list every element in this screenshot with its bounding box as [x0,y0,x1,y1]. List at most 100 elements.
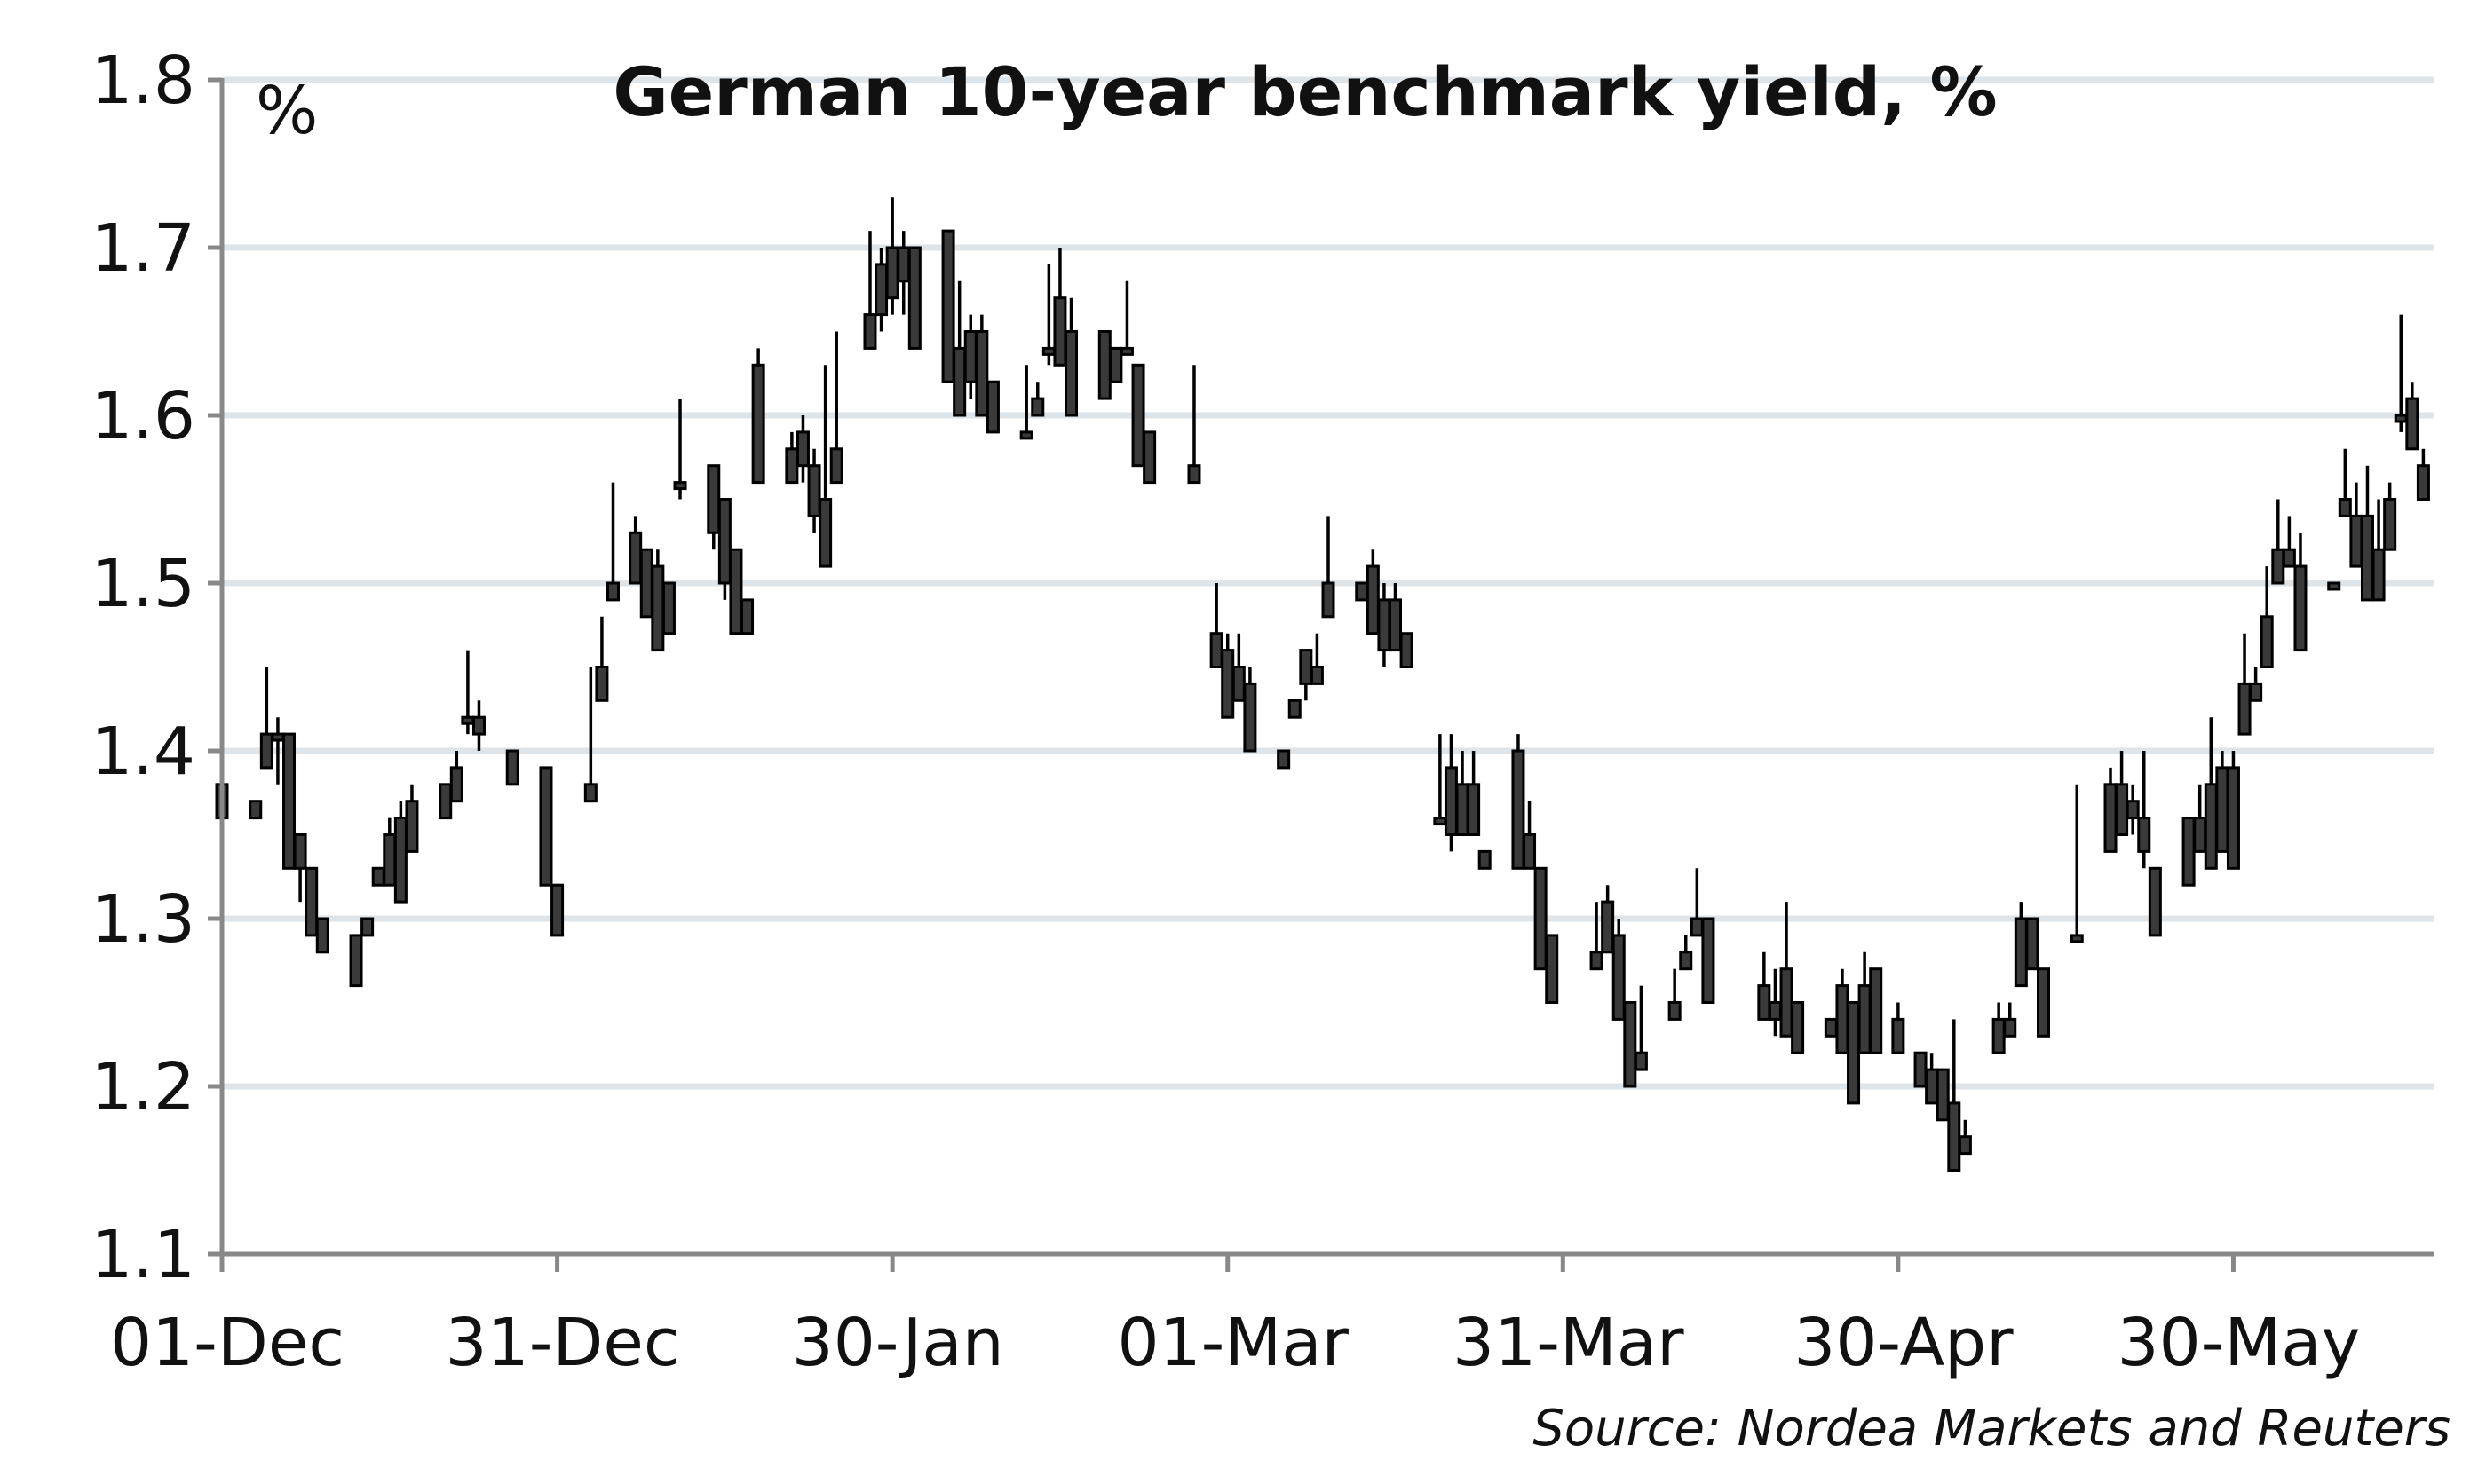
candle [2070,784,2084,943]
candle-body [1511,749,1525,870]
candle [2327,581,2341,591]
candle [2349,482,2363,568]
candle [1511,734,1525,870]
candle-body [1355,581,1369,602]
candle [1589,902,1603,971]
candle-body [1991,1017,2006,1054]
candle [651,549,665,652]
candle [2148,866,2162,937]
candle [1231,633,1246,702]
candle-body [2137,817,2151,853]
candle-body [1679,951,1693,971]
candle-body [2338,498,2352,517]
candle-body [393,817,408,904]
candle-body [315,917,329,954]
candle-body [1389,598,1403,652]
candle [2115,751,2129,836]
candle [371,866,385,887]
candle [305,866,319,937]
candle-body [471,715,486,736]
candle-body [606,581,621,602]
candle-body [2282,548,2296,568]
candle [1019,365,1033,440]
candle-body [2025,917,2039,971]
candle [2383,482,2397,551]
candle-body [305,866,319,937]
candle [471,700,486,751]
candle-body [1433,817,1447,826]
candle [751,348,765,485]
candle [785,431,799,485]
candle [1143,430,1157,485]
candle-body [2360,514,2374,602]
candle-body [2260,615,2274,668]
candle [1109,346,1123,383]
candle-body [1366,564,1380,635]
candle-body [1869,967,1883,1054]
candle [1031,382,1045,417]
candle-body [863,313,877,350]
candle-body [1131,363,1145,468]
candle [1399,632,1413,669]
candle-body [282,732,297,870]
candle-body [505,749,519,786]
x-tick-label: 31-Dec [446,1305,680,1381]
candle-body [2181,817,2196,887]
candle-body [461,715,475,725]
candle [1355,581,1369,602]
candle [1377,583,1391,667]
candle-body [2003,1017,2017,1038]
candle [807,448,821,533]
candle-body [796,430,810,468]
candle-body [819,498,833,568]
candle [2249,667,2263,702]
candle [293,833,307,903]
candle-body [2271,548,2285,585]
candle-body [651,564,665,652]
y-tick-label: 1.4 [91,714,195,790]
candle-body [885,246,899,300]
candle [2394,314,2408,432]
x-tick-label: 01-Dec [110,1305,344,1381]
y-tick-label: 1.8 [91,43,195,119]
candle [2338,448,2352,517]
candle-body [2070,934,2084,943]
candle-body [1299,649,1313,685]
candle-body [1936,1068,1950,1122]
candle [907,246,922,350]
candle [539,766,553,887]
candle [796,415,810,483]
candle [2103,767,2118,853]
candle-body [1824,1017,1838,1038]
candle-body [673,481,687,491]
candle [1690,868,1704,937]
candle-body [740,598,755,635]
candle-body [1187,464,1201,485]
candle [2360,465,2374,602]
candle [1835,968,1849,1054]
candle-body [1589,951,1603,971]
candle [740,598,755,635]
candle [1287,699,1302,719]
candle-body [1835,984,1849,1054]
candle [975,314,989,417]
candle [1623,1001,1637,1088]
candle [315,917,329,954]
candle [1824,1017,1838,1038]
candle-body [360,917,375,937]
candle [606,482,621,602]
candle-body [2293,564,2308,652]
candle-body [1757,984,1771,1021]
candle [1991,1002,2006,1054]
candle-body [1847,1001,1861,1105]
candle [1757,951,1771,1021]
candle [1634,985,1648,1071]
candle-body [661,581,676,635]
candle [550,883,565,937]
candle [349,934,363,988]
candle [1947,1019,1961,1172]
candle [2226,751,2240,870]
candle-body [1791,1001,1805,1054]
candle [2181,817,2196,887]
candle-body [1891,1017,1905,1054]
